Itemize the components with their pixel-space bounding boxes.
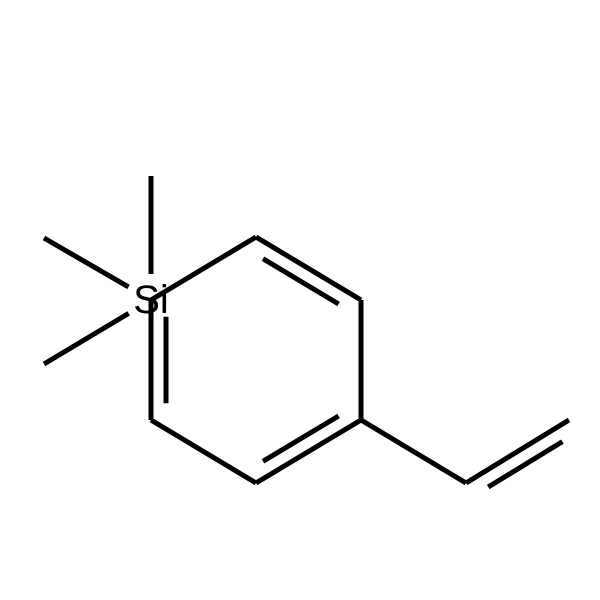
- atom-label-si: Si: [133, 278, 169, 322]
- molecule-diagram: Si: [0, 0, 600, 600]
